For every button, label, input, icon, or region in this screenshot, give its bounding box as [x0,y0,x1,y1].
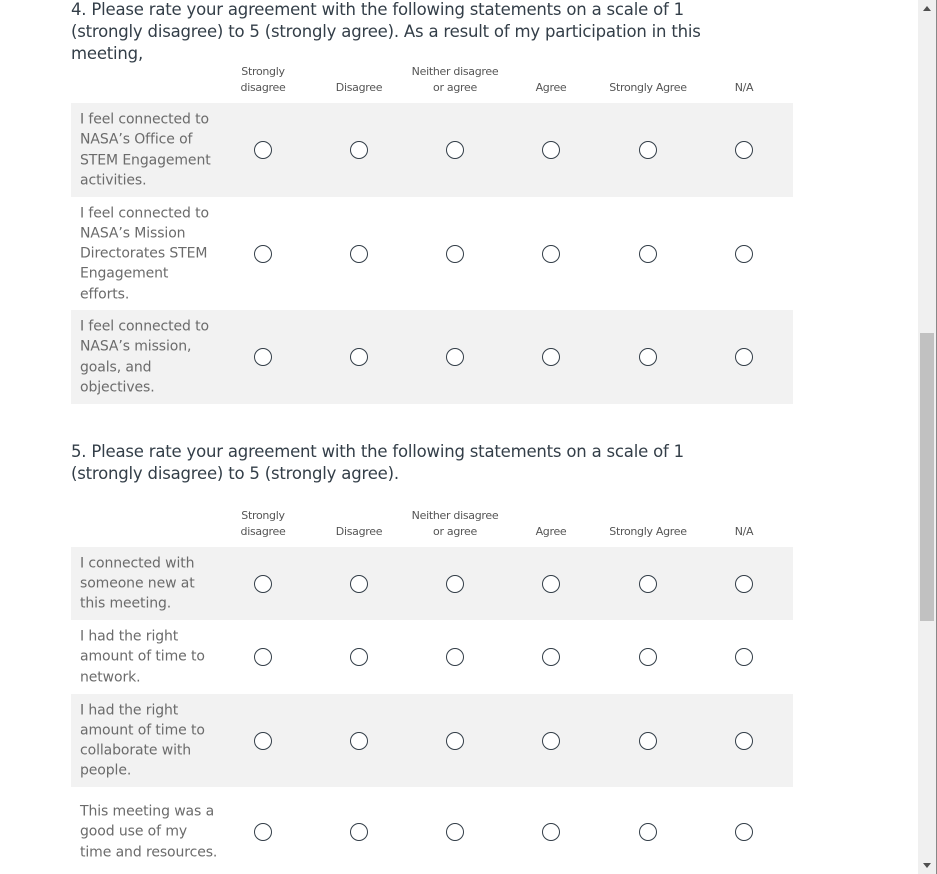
radio-option[interactable] [446,823,464,841]
radio-option[interactable] [350,141,368,159]
radio-option[interactable] [446,574,464,593]
radio-option[interactable] [735,648,753,666]
column-header: Neither disagree or agree [411,509,499,538]
radio-option[interactable] [735,141,753,159]
column-header: Disagree [335,525,383,538]
column-header: Strongly Agree [609,81,687,94]
column-header: Disagree [335,81,383,94]
column-header: Neither disagree or agree [411,65,499,94]
scroll-up-arrow-icon[interactable] [923,6,931,11]
column-header: N/A [734,81,754,94]
table-row: I had the right amount of time to networ… [71,620,793,694]
radio-option[interactable] [639,244,657,263]
radio-option[interactable] [254,823,272,841]
column-header-row: Strongly disagree Disagree Neither disagree… [71,508,793,544]
radio-option[interactable] [542,574,560,593]
radio-option[interactable] [254,141,272,159]
table-row: I feel connected to NASA’s mission, goal… [71,310,793,404]
question-4-title: 4. Please rate your agreement with the f… [71,0,701,63]
question-4-matrix: Strongly disagree Disagree Neither disagree… [71,64,793,404]
row-label: I feel connected to NASA’s Office of STE… [80,111,211,189]
radio-option[interactable] [350,823,368,841]
radio-option[interactable] [254,244,272,263]
radio-option[interactable] [446,348,464,366]
radio-option[interactable] [735,244,753,263]
row-label: I had the right amount of time to networ… [80,628,205,686]
radio-option[interactable] [542,244,560,263]
table-row: I feel connected to NASA’s Office of STE… [71,103,793,197]
radio-option[interactable] [350,574,368,593]
radio-option[interactable] [446,731,464,750]
column-header: Strongly disagree [240,65,286,94]
table-row: This meeting was a good use of my time a… [71,787,793,874]
radio-option[interactable] [639,731,657,750]
row-label: I feel connected to NASA’s mission, goal… [80,318,209,396]
table-row: I feel connected to NASA’s Mission Direc… [71,197,793,310]
radio-option[interactable] [254,731,272,750]
row-label: I feel connected to NASA’s Mission Direc… [80,204,209,302]
survey-page: 4. Please rate your agreement with the f… [71,0,793,874]
radio-option[interactable] [446,648,464,666]
radio-option[interactable] [254,648,272,666]
radio-option[interactable] [254,348,272,366]
radio-option[interactable] [542,141,560,159]
radio-option[interactable] [735,731,753,750]
radio-option[interactable] [639,141,657,159]
radio-option[interactable] [639,823,657,841]
radio-option[interactable] [350,348,368,366]
radio-option[interactable] [350,648,368,666]
question-5-matrix: Strongly disagree Disagree Neither disagree… [71,508,793,874]
column-header: Agree [535,81,567,94]
radio-option[interactable] [542,731,560,750]
table-row: I had the right amount of time to collab… [71,694,793,787]
radio-option[interactable] [735,348,753,366]
radio-option[interactable] [350,731,368,750]
scrollbar-thumb[interactable] [920,333,934,621]
radio-option[interactable] [639,348,657,366]
radio-option[interactable] [254,574,272,593]
column-header: Agree [535,525,567,538]
row-label: This meeting was a good use of my time a… [80,803,218,861]
radio-option[interactable] [350,244,368,263]
question-5-title: 5. Please rate your agreement with the f… [71,442,684,483]
table-row: I connected with someone new at this mee… [71,547,793,620]
radio-option[interactable] [542,823,560,841]
radio-option[interactable] [446,141,464,159]
row-label: I connected with someone new at this mee… [80,555,195,612]
row-label: I had the right amount of time to collab… [80,701,205,779]
scroll-down-arrow-icon[interactable] [923,863,931,868]
radio-option[interactable] [735,823,753,841]
column-header-row: Strongly disagree Disagree Neither disagree… [71,64,793,100]
column-header: N/A [734,525,754,538]
radio-option[interactable] [639,648,657,666]
radio-option[interactable] [446,244,464,263]
vertical-scrollbar[interactable] [918,0,936,874]
radio-option[interactable] [735,574,753,593]
column-header: Strongly disagree [240,509,286,538]
column-header: Strongly Agree [609,525,687,538]
radio-option[interactable] [542,348,560,366]
radio-option[interactable] [639,574,657,593]
radio-option[interactable] [542,648,560,666]
